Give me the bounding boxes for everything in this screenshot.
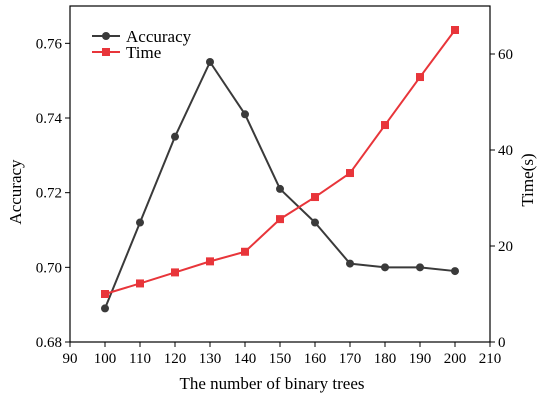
y-left-tick-label: 0.76 — [36, 36, 63, 52]
axis-ticks: 90 100 110 120 130 140 150 160 170 180 190 200 2100.… — [36, 36, 513, 367]
data-point-time — [451, 26, 459, 34]
data-point-time — [381, 121, 389, 130]
data-point-accuracy — [241, 110, 249, 119]
data-point-accuracy — [416, 263, 424, 272]
x-tick-label: 130 — [199, 351, 222, 367]
y-left-tick-label: 0.70 — [36, 260, 62, 276]
x-tick-label: 140 — [234, 351, 257, 367]
x-tick-label: 190 — [409, 351, 432, 367]
data-point-accuracy — [206, 58, 214, 66]
y-left-tick-label: 0.72 — [36, 186, 62, 202]
data-point-time — [101, 290, 109, 298]
y-right-tick-label: 40 — [498, 143, 513, 159]
y-right-tick-label: 0 — [498, 335, 506, 351]
series-lines — [104, 29, 456, 309]
data-point-time — [241, 247, 249, 256]
x-tick-label: 180 — [374, 351, 397, 367]
x-tick-label: 200 — [444, 351, 467, 367]
data-point-time — [206, 257, 214, 266]
x-axis-title: The number of binary trees — [179, 374, 364, 393]
series-markers — [101, 26, 459, 313]
x-tick-label: 90 — [63, 351, 78, 367]
data-point-accuracy — [276, 184, 284, 193]
data-point-accuracy — [171, 132, 179, 141]
data-point-time — [346, 169, 354, 178]
data-point-time — [136, 279, 144, 288]
legend: Accuracy Time — [92, 27, 192, 62]
x-tick-label: 160 — [304, 351, 327, 367]
x-tick-label: 120 — [164, 351, 187, 367]
y-left-tick-label: 0.68 — [36, 335, 62, 351]
y-right-axis-title: Time(s) — [518, 153, 537, 206]
data-point-accuracy — [101, 304, 109, 313]
x-tick-label: 210 — [479, 351, 502, 367]
data-point-accuracy — [381, 263, 389, 272]
y-left-tick-label: 0.74 — [36, 111, 63, 127]
x-tick-label: 170 — [339, 351, 362, 367]
y-right-tick-label: 60 — [498, 47, 513, 63]
y-right-tick-label: 20 — [498, 239, 513, 255]
legend-accuracy-marker — [102, 32, 110, 40]
data-point-accuracy — [451, 267, 459, 276]
data-point-accuracy — [136, 218, 144, 227]
data-point-accuracy — [346, 259, 354, 268]
y-left-axis-title: Accuracy — [6, 159, 25, 225]
data-point-time — [416, 73, 424, 82]
data-point-time — [276, 215, 284, 224]
legend-time-label: Time — [126, 43, 161, 62]
legend-time-marker — [102, 48, 110, 56]
data-point-time — [311, 193, 319, 202]
series-line-time — [104, 29, 456, 295]
x-tick-label: 100 — [94, 351, 117, 367]
data-point-time — [171, 268, 179, 277]
x-tick-label: 150 — [269, 351, 292, 367]
data-point-accuracy — [311, 218, 319, 227]
x-tick-label: 110 — [129, 351, 151, 367]
legend-accuracy-label: Accuracy — [126, 27, 192, 46]
